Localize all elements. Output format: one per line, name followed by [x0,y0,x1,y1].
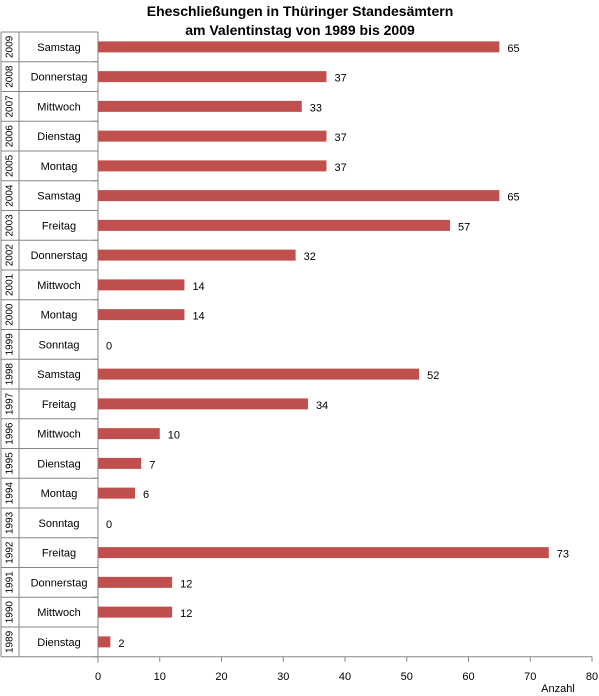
x-axis: 0 10 20 30 40 50 60 70 80 [95,656,598,683]
chart-title-line-2: am Valentinstag von 1989 bis 2009 [185,22,415,38]
x-tick-label: 0 [95,671,101,683]
bar [98,190,500,202]
weekday-label: Samstag [37,42,80,54]
value-label: 32 [304,251,316,263]
value-label: 7 [149,459,155,471]
bar [98,249,296,261]
weekday-label: Donnerstag [31,577,88,589]
year-label: 1999 [5,333,16,356]
value-label: 33 [310,102,322,114]
bar [98,130,327,142]
x-tick-label: 80 [586,671,598,683]
value-label: 2 [118,638,124,650]
x-tick-label: 20 [215,671,227,683]
value-label: 0 [106,519,112,531]
year-label: 2007 [5,95,16,118]
weekday-label: Dienstag [37,637,80,649]
value-label: 37 [334,132,346,144]
weekday-label: Mittwoch [37,607,80,619]
weekday-label: Freitag [42,220,76,232]
weekday-label: Mittwoch [37,280,80,292]
year-label: 2008 [5,65,16,88]
value-label: 57 [458,221,470,233]
weekday-label: Sonntag [39,518,80,530]
weekday-label: Freitag [42,548,76,560]
bar [98,279,185,291]
bar [98,428,160,440]
value-label: 14 [192,311,204,323]
value-label: 65 [507,192,519,204]
year-label: 1998 [5,363,16,386]
bar [98,606,173,618]
year-label: 1990 [5,601,16,624]
year-label: 2004 [5,184,16,207]
year-label: 1996 [5,422,16,445]
bar [98,547,549,559]
value-label: 52 [427,370,439,382]
value-label: 12 [180,608,192,620]
year-label: 2001 [5,273,16,296]
bar [98,71,327,83]
year-label: 1997 [5,392,16,415]
weekday-label: Mittwoch [37,429,80,441]
chart-title-line-1: Eheschließungen in Thüringer Standesämte… [147,3,454,19]
value-label: 14 [192,281,204,293]
year-label: 1989 [5,630,16,653]
bar [98,219,450,231]
x-tick-label: 30 [277,671,289,683]
value-label: 34 [316,400,328,412]
x-tick-label: 50 [401,671,413,683]
bars: 65 37 33 37 37 65 57 32 14 14 0 52 34 10 7 6 0 73 12 12 2 [98,41,569,650]
bar [98,41,500,53]
x-tick-label: 10 [154,671,166,683]
weekday-label: Donnerstag [31,250,88,262]
bar [98,309,185,321]
weekday-label: Montag [41,161,78,173]
category-rows: 2009 Samstag 2008 Donnerstag 2007 Mittwoch 200… [0,31,99,663]
year-label: 2002 [5,244,16,267]
weekday-label: Donnerstag [31,72,88,84]
weekday-label: Mittwoch [37,101,80,113]
year-label: 2003 [5,214,16,237]
weekday-label: Dienstag [37,131,80,143]
year-label: 2005 [5,154,16,177]
value-label: 37 [334,73,346,85]
bar [98,368,420,380]
bar [98,100,302,112]
year-label: 2000 [5,303,16,326]
weekday-label: Samstag [37,369,80,381]
bar [98,457,142,469]
weekday-label: Dienstag [37,458,80,470]
year-label: 1991 [5,571,16,594]
value-label: 10 [168,430,180,442]
weekday-label: Montag [41,488,78,500]
x-axis-title: Anzahl [541,683,575,695]
x-tick-label: 70 [524,671,536,683]
value-label: 65 [507,43,519,55]
value-label: 73 [557,549,569,561]
year-label: 1993 [5,511,16,534]
bar [98,636,111,648]
year-label: 1994 [5,482,16,505]
value-label: 0 [106,340,112,352]
weekday-label: Freitag [42,399,76,411]
x-tick-label: 40 [339,671,351,683]
bar [98,160,327,172]
value-label: 12 [180,578,192,590]
year-label: 1995 [5,452,16,475]
bar [98,576,173,588]
value-label: 6 [143,489,149,501]
value-label: 37 [334,162,346,174]
year-label: 2009 [5,35,16,58]
weekday-label: Montag [41,310,78,322]
bar [98,398,308,410]
year-label: 2006 [5,125,16,148]
x-tick-label: 60 [462,671,474,683]
weekday-label: Samstag [37,191,80,203]
bar [98,487,136,499]
year-label: 1992 [5,541,16,564]
weekday-label: Sonntag [39,339,80,351]
